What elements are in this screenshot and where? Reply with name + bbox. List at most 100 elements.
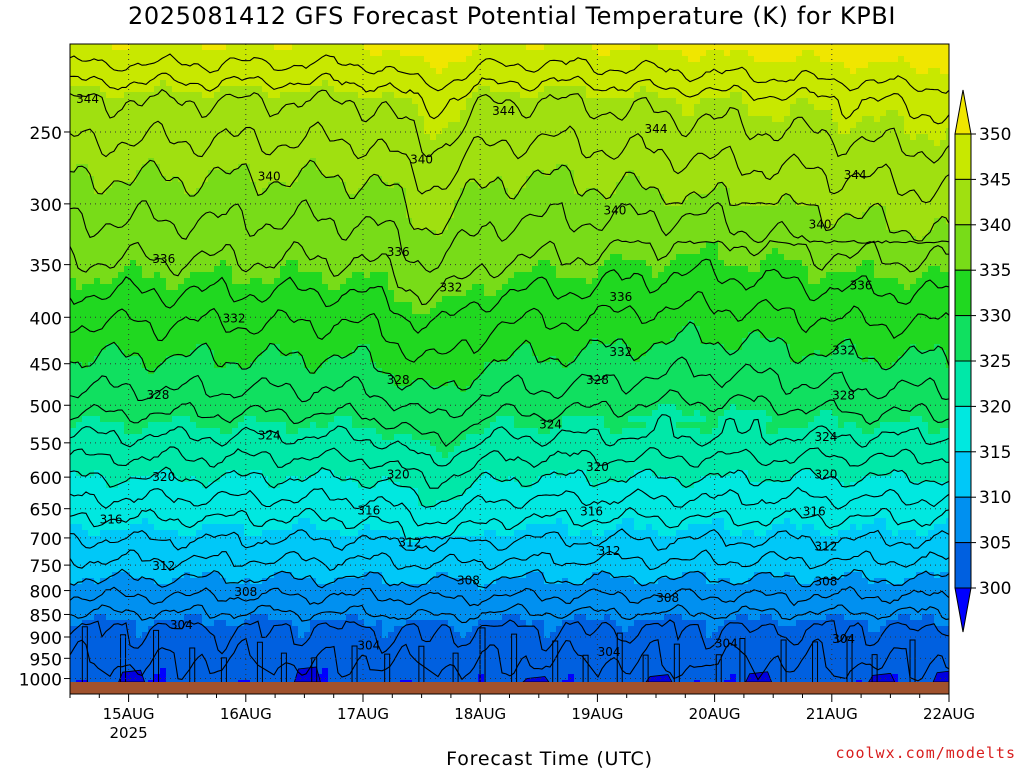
- heatmap-cell: [268, 578, 275, 585]
- heatmap-cell: [250, 548, 257, 555]
- heatmap-cell: [328, 650, 335, 657]
- heatmap-cell: [172, 362, 179, 369]
- heatmap-cell: [112, 422, 119, 429]
- heatmap-cell: [292, 434, 299, 441]
- heatmap-cell: [316, 644, 323, 651]
- heatmap-cell: [220, 218, 227, 225]
- heatmap-cell: [280, 344, 287, 351]
- heatmap-cell: [154, 416, 161, 423]
- heatmap-cell: [322, 122, 329, 129]
- heatmap-cell: [142, 560, 149, 567]
- heatmap-cell: [202, 404, 209, 411]
- heatmap-cell: [238, 68, 245, 75]
- heatmap-cell: [280, 632, 287, 639]
- heatmap-cell: [70, 680, 77, 682]
- heatmap-cell: [136, 446, 143, 453]
- heatmap-cell: [310, 506, 317, 513]
- heatmap-cell: [124, 350, 131, 357]
- heatmap-cell: [130, 290, 137, 297]
- heatmap-cell: [106, 152, 113, 159]
- heatmap-cell: [334, 326, 341, 333]
- heatmap-cell: [244, 50, 251, 57]
- heatmap-cell: [256, 314, 263, 321]
- heatmap-cell: [226, 404, 233, 411]
- heatmap-cell: [334, 92, 341, 99]
- heatmap-cell: [130, 656, 137, 663]
- heatmap-cell: [76, 308, 83, 315]
- heatmap-cell: [244, 158, 251, 165]
- heatmap-cell: [124, 326, 131, 333]
- heatmap-cell: [268, 542, 275, 549]
- heatmap-cell: [142, 386, 149, 393]
- heatmap-cell: [130, 578, 137, 585]
- heatmap-cell: [298, 452, 305, 459]
- heatmap-cell: [268, 62, 275, 69]
- heatmap-cell: [304, 596, 311, 603]
- heatmap-cell: [94, 80, 101, 87]
- heatmap-cell: [82, 206, 89, 213]
- heatmap-cell: [154, 206, 161, 213]
- heatmap-cell: [280, 506, 287, 513]
- heatmap-cell: [184, 164, 191, 171]
- heatmap-cell: [232, 626, 239, 633]
- heatmap-cell: [100, 626, 107, 633]
- heatmap-cell: [238, 242, 245, 249]
- heatmap-cell: [94, 272, 101, 279]
- heatmap-cell: [178, 620, 185, 627]
- heatmap-cell: [292, 608, 299, 615]
- heatmap-cell: [88, 104, 95, 111]
- heatmap-cell: [208, 560, 215, 567]
- heatmap-cell: [160, 164, 167, 171]
- heatmap-cell: [334, 530, 341, 537]
- heatmap-cell: [70, 320, 77, 327]
- heatmap-cell: [136, 374, 143, 381]
- heatmap-cell: [136, 44, 143, 51]
- heatmap-cell: [220, 338, 227, 345]
- heatmap-cell: [124, 452, 131, 459]
- heatmap-cell: [262, 212, 269, 219]
- heatmap-cell: [94, 158, 101, 165]
- heatmap-cell: [124, 398, 131, 405]
- heatmap-cell: [118, 416, 125, 423]
- heatmap-cell: [280, 296, 287, 303]
- heatmap-cell: [154, 332, 161, 339]
- heatmap-cell: [250, 416, 257, 423]
- heatmap-cell: [124, 500, 131, 507]
- heatmap-cell: [274, 590, 281, 597]
- heatmap-cell: [142, 194, 149, 201]
- heatmap-cell: [148, 452, 155, 459]
- heatmap-cell: [226, 590, 233, 597]
- heatmap-cell: [202, 170, 209, 177]
- heatmap-cell: [334, 68, 341, 75]
- heatmap-cell: [184, 332, 191, 339]
- heatmap-cell: [202, 158, 209, 165]
- heatmap-cell: [220, 200, 227, 207]
- heatmap-cell: [94, 380, 101, 387]
- heatmap-cell: [142, 458, 149, 465]
- heatmap-cell: [160, 134, 167, 141]
- heatmap-cell: [244, 356, 251, 363]
- heatmap-cell: [268, 104, 275, 111]
- heatmap-cell: [160, 656, 167, 663]
- heatmap-cell: [142, 680, 149, 682]
- heatmap-cell: [298, 56, 305, 63]
- heatmap-cell: [130, 662, 137, 669]
- heatmap-cell: [76, 302, 83, 309]
- heatmap-cell: [106, 110, 113, 117]
- heatmap-cell: [148, 488, 155, 495]
- heatmap-cell: [184, 566, 191, 573]
- heatmap-cell: [148, 632, 155, 639]
- heatmap-cell: [70, 656, 77, 663]
- heatmap-cell: [70, 248, 77, 255]
- heatmap-cell: [238, 440, 245, 447]
- heatmap-cell: [106, 314, 113, 321]
- heatmap-cell: [316, 668, 323, 675]
- heatmap-cell: [214, 230, 221, 237]
- heatmap-cell: [172, 560, 179, 567]
- heatmap-cell: [238, 182, 245, 189]
- heatmap-cell: [172, 182, 179, 189]
- heatmap-cell: [310, 470, 317, 477]
- heatmap-cell: [244, 278, 251, 285]
- heatmap-cell: [160, 68, 167, 75]
- heatmap-cell: [322, 332, 329, 339]
